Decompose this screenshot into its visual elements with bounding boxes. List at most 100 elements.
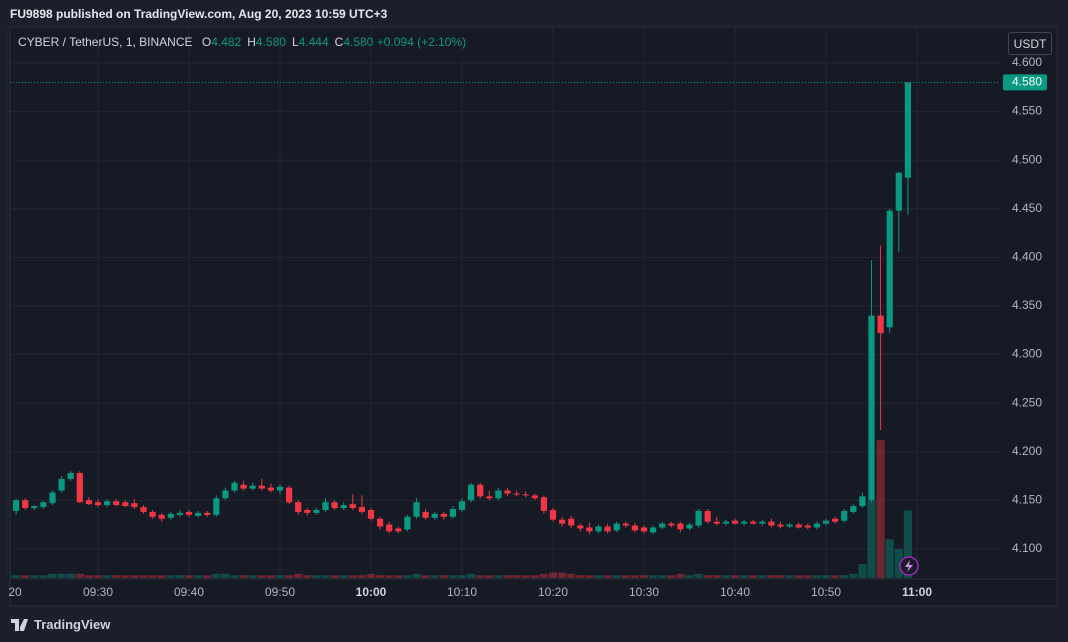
candle-body [604,526,611,532]
volume-bar [103,575,112,578]
volume-bar [175,575,184,578]
candle-body [76,473,83,503]
candle-body [468,484,475,501]
volume-bar [48,573,57,578]
y-tick-label: 4.400 [1012,250,1042,264]
x-tick-label: 10:10 [447,585,477,599]
candle-body [731,520,739,524]
ohlc-value: 4.580 [255,35,286,49]
volume-bar [121,575,130,578]
volume-bar [385,575,394,578]
ohlc-value: 4.580 [343,35,374,49]
volume-bar [57,573,66,578]
candle-body [458,501,466,510]
volume-bar [831,575,840,578]
candle-body [577,525,584,529]
candle-body [804,525,811,528]
y-tick-label: 4.200 [1012,444,1042,458]
volume-bar [348,575,357,578]
currency-button[interactable]: USDT [1008,32,1052,55]
candle-body [331,502,338,509]
ohlc-key: C [334,35,344,49]
volume-bar [658,575,667,578]
candle-body [877,315,884,334]
candle-body [586,527,593,532]
volume-bar [184,575,194,578]
volume-bar [685,575,694,578]
candle-body [540,497,547,511]
volume-bar [312,575,321,578]
volume-bar [148,575,157,578]
candle-body [295,502,302,512]
candle-body [395,528,402,532]
volume-bar [394,575,403,578]
volume-bar [767,575,776,578]
volume-bar [75,573,84,578]
candle-body [741,521,748,524]
volume-bar [821,575,831,578]
candle-body [22,500,29,509]
volume-bar [130,575,139,578]
volume-bar [885,539,894,578]
candle-body [786,524,793,527]
candle-body [850,506,857,512]
volume-bar [867,500,876,578]
volume-bar [467,573,476,578]
volume-bar [112,575,121,578]
volume-bar [476,575,485,578]
candle-body [367,509,375,519]
volume-bar [630,575,639,578]
volume-bar [749,575,758,578]
volume-bar [803,575,812,578]
x-tick-label: 10:00 [356,585,387,599]
candle-body [304,509,311,513]
volume-bar [594,575,603,578]
candle-body [695,510,702,526]
candle-body [349,504,356,509]
volume-bar [876,440,885,578]
candle-body [677,523,684,530]
candle-body [832,518,839,522]
volume-bar [812,575,822,578]
candle-body [58,478,65,491]
volume-bar [730,575,740,578]
volume-bar [93,575,103,578]
volume-bar [667,575,676,578]
x-tick-label: 09:40 [174,585,204,599]
candle-body [185,511,193,515]
candle-body [213,498,220,515]
x-tick-label: 10:20 [538,585,568,599]
volume-bar [740,575,749,578]
candle-body [140,507,147,512]
alert-icon[interactable] [899,556,919,576]
candle-body [94,502,102,506]
y-tick-label: 4.500 [1012,152,1042,166]
volume-bar [285,575,294,578]
volume-bar [357,575,366,578]
candle-body [495,490,502,499]
volume-bar [157,575,166,578]
volume-bar [30,575,39,578]
candle-body [595,526,602,532]
volume-bar [530,575,539,578]
candle-body [13,500,20,511]
volume-bar [485,575,494,578]
ohlc-value: 4.444 [298,35,329,49]
volume-bar [903,510,913,578]
candle-body [422,511,429,518]
volume-bar [139,575,148,578]
x-tick-label: 10:50 [811,585,841,599]
y-tick-label: 4.350 [1012,298,1042,312]
candle-body [841,510,848,521]
volume-bar [548,572,558,578]
volume-bar [776,575,785,578]
volume-bar [275,575,285,578]
ohlc-values: O4.482 H4.580 L4.444 C4.580 [196,35,377,49]
candle-body [431,513,438,518]
candle-body [813,523,820,528]
candle-body [167,513,174,518]
candle-body [559,519,566,524]
candle-body [722,521,729,524]
candle-body [222,490,229,499]
